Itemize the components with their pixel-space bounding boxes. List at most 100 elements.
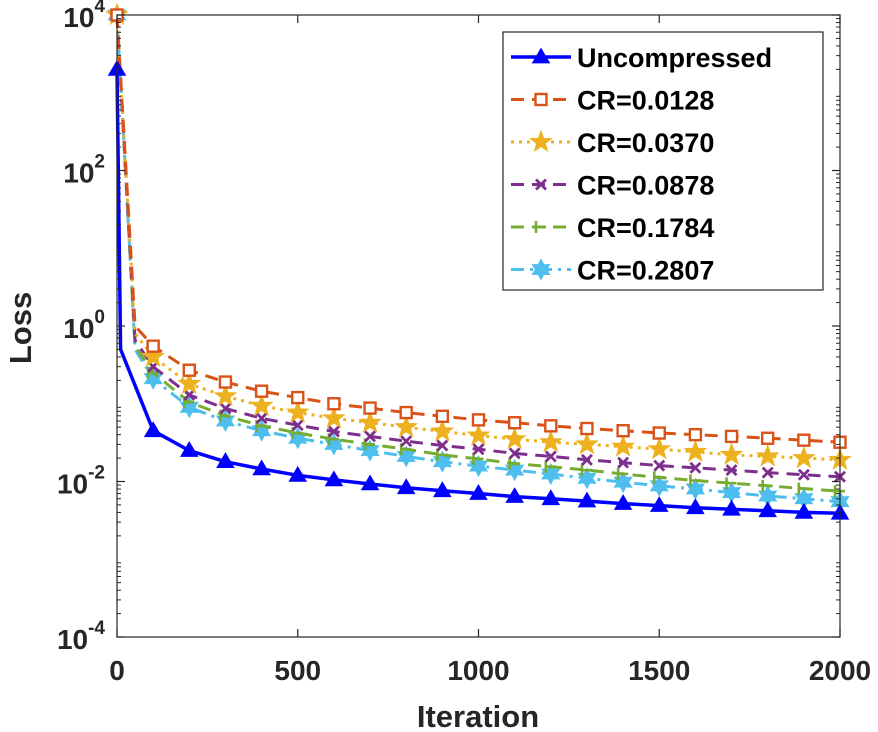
y-tick-label: 10-2 (57, 463, 105, 500)
data-point (617, 456, 630, 469)
data-point (502, 426, 527, 450)
legend-entry: CR=0.0128 (511, 86, 714, 116)
x-tick-label: 1500 (628, 655, 690, 686)
data-point (466, 422, 491, 446)
data-point (364, 430, 377, 443)
data-point (580, 421, 594, 436)
data-point (689, 461, 702, 474)
data-point (505, 487, 524, 503)
data-point (689, 474, 701, 487)
data-point (146, 366, 159, 379)
data-point (580, 464, 592, 477)
data-point (755, 443, 780, 467)
axes-layer: 0 500 1000 1500 2000 10-4 10-2 100 102 104 (57, 0, 871, 686)
y-tick-label: 104 (63, 0, 105, 33)
legend-label: CR=0.0878 (577, 171, 714, 201)
data-point (534, 221, 546, 233)
legend-entry: Uncompressed (511, 43, 772, 73)
data-point (182, 363, 197, 377)
data-point (758, 501, 778, 518)
data-point (531, 47, 551, 64)
data-point (686, 498, 705, 515)
data-point (797, 433, 811, 447)
data-point (254, 384, 269, 398)
data-point (653, 459, 666, 472)
data-point (436, 448, 448, 461)
data-point (252, 459, 271, 476)
data-point (472, 452, 484, 465)
legend-box (502, 31, 824, 291)
data-point (327, 397, 341, 411)
data-point (535, 178, 547, 191)
legend-label: CR=0.1784 (577, 213, 714, 243)
y-axis-title: Loss (3, 292, 38, 364)
data-point (179, 396, 199, 419)
data-point (324, 470, 344, 487)
data-point (683, 439, 708, 462)
data-point (544, 419, 558, 433)
data-point (508, 457, 520, 470)
data-point (215, 409, 236, 433)
data-point (649, 474, 669, 497)
data-point (436, 439, 449, 452)
x-tick-label: 2000 (809, 655, 871, 686)
x-tick-label: 1000 (447, 655, 509, 686)
data-point (531, 258, 551, 281)
data-point (472, 443, 485, 456)
data-point (534, 92, 548, 107)
data-point (508, 447, 521, 460)
data-point (725, 477, 737, 490)
data-point (544, 450, 557, 463)
y-tick-label: 102 (63, 152, 105, 189)
data-point (141, 344, 166, 368)
series-line (115, 69, 841, 516)
data-point (538, 429, 563, 453)
data-point (529, 129, 553, 153)
data-point (288, 465, 308, 482)
data-point (249, 393, 274, 416)
data-point (360, 439, 380, 462)
data-point (216, 452, 235, 469)
data-point (505, 459, 525, 482)
data-point (724, 429, 739, 444)
data-point (291, 419, 304, 432)
series-2 (110, 8, 847, 449)
series-line (115, 14, 841, 504)
data-point (616, 467, 629, 480)
data-point (761, 431, 775, 445)
data-point (722, 499, 741, 516)
series-line (115, 14, 841, 479)
data-point (797, 468, 810, 481)
data-point (577, 467, 597, 490)
legend-entry: CR=0.1784 (511, 213, 714, 243)
data-point (400, 435, 413, 448)
data-point (577, 491, 597, 508)
data-point (183, 388, 196, 401)
data-point (652, 426, 666, 440)
data-point (469, 484, 488, 500)
data-point (255, 412, 268, 425)
x-tick-label: 500 (274, 655, 321, 686)
data-point (143, 421, 163, 438)
data-point (616, 424, 630, 438)
data-point (321, 405, 346, 429)
y-tick-label: 100 (63, 307, 105, 344)
data-point (580, 453, 593, 466)
data-point (541, 489, 561, 506)
data-point (396, 478, 416, 495)
data-point (647, 436, 672, 460)
data-point (797, 482, 809, 495)
data-point (719, 442, 744, 466)
legend-label: CR=0.0128 (577, 86, 714, 116)
data-point (213, 383, 238, 407)
data-point (285, 400, 310, 423)
legend-label: CR=0.2807 (577, 256, 714, 286)
data-point (363, 401, 377, 415)
data-point (435, 409, 450, 423)
data-point (613, 471, 633, 494)
data-point (430, 419, 455, 442)
data-point (725, 464, 738, 477)
data-point (761, 466, 774, 479)
data-point (219, 402, 232, 415)
